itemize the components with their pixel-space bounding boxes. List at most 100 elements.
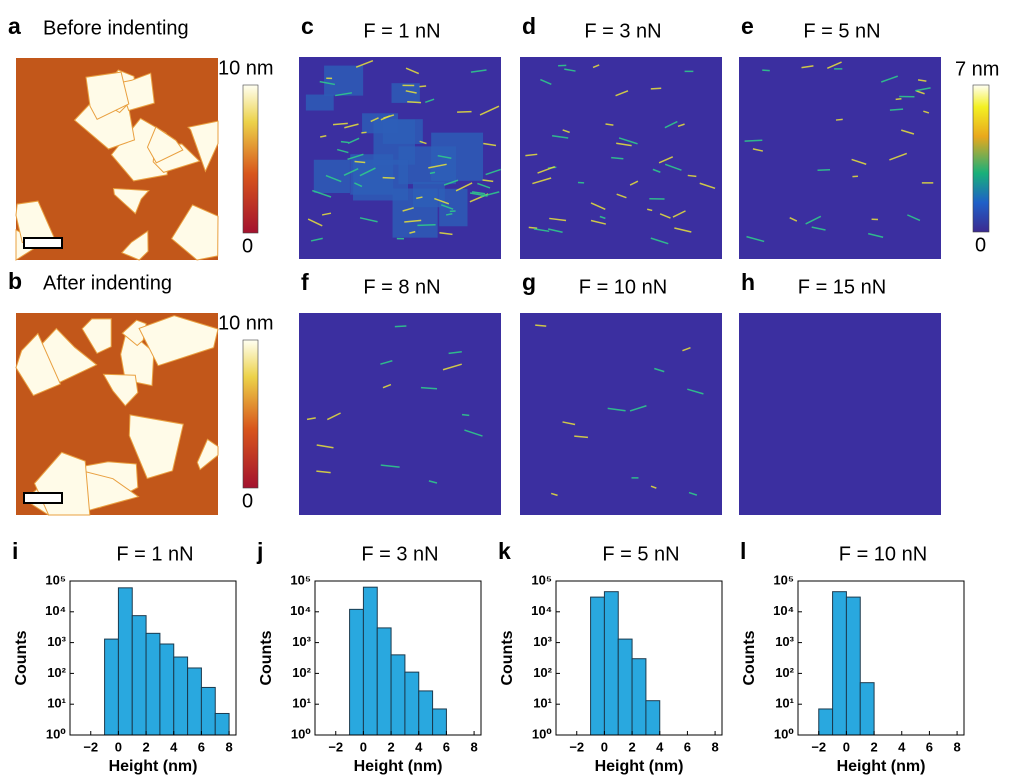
- x-tick-label: 8: [225, 739, 232, 754]
- bar: [131, 615, 147, 736]
- y-tick-label: 10⁴: [290, 603, 311, 618]
- y-tick-label: 10⁵: [773, 572, 794, 587]
- x-tick-label: −2: [328, 739, 343, 754]
- streak: [416, 196, 423, 200]
- x-tick-label: 8: [711, 739, 718, 754]
- streak: [605, 123, 614, 126]
- x-tick-label: 2: [628, 739, 635, 754]
- streak: [811, 226, 826, 231]
- high-region: [362, 113, 398, 134]
- streak: [434, 197, 450, 205]
- streak: [923, 110, 930, 114]
- streak: [312, 189, 332, 198]
- streak: [470, 69, 487, 73]
- terrace: [170, 204, 219, 261]
- streak: [439, 232, 453, 236]
- streak: [420, 386, 438, 390]
- y-tick-label: 10⁰: [532, 726, 552, 741]
- panel-title: F = 1 nN: [363, 20, 440, 42]
- streak: [443, 179, 459, 186]
- colorbar: [242, 84, 259, 234]
- colorbar-max: 10 nm: [218, 312, 274, 334]
- bar: [845, 596, 861, 736]
- y-tick-label: 10¹: [47, 696, 66, 711]
- streak: [915, 87, 931, 92]
- x-axis-label: Height (nm): [354, 758, 443, 775]
- streak: [592, 64, 600, 69]
- streak: [306, 417, 316, 421]
- streak: [417, 223, 436, 227]
- streak: [336, 148, 349, 154]
- streak: [404, 219, 422, 223]
- streak: [428, 480, 438, 484]
- streak: [549, 217, 567, 222]
- streak: [307, 218, 323, 227]
- streak: [325, 174, 342, 183]
- afm-image: [739, 313, 941, 515]
- streak: [599, 215, 606, 220]
- bar: [200, 686, 216, 736]
- streak: [687, 388, 704, 395]
- chart-title: F = 10 nN: [839, 543, 927, 565]
- streak: [889, 152, 908, 161]
- streak: [533, 228, 550, 233]
- streak: [647, 208, 653, 212]
- streak: [370, 117, 379, 123]
- terrace: [112, 187, 150, 215]
- streak: [752, 148, 764, 152]
- streak: [654, 367, 665, 373]
- colorbar-max: 7 nm: [955, 58, 999, 80]
- y-tick-label: 10⁵: [290, 572, 311, 587]
- streak: [405, 90, 417, 94]
- y-axis-label: Counts: [13, 630, 30, 685]
- terrace: [15, 332, 62, 397]
- colorbar-max: 10 nm: [218, 57, 274, 79]
- streak: [482, 179, 494, 183]
- streak: [789, 217, 798, 222]
- y-tick-label: 10⁵: [45, 572, 66, 587]
- chart-title: F = 3 nN: [361, 543, 438, 565]
- panel-letter: j: [256, 538, 263, 564]
- scale-bar: [23, 492, 63, 504]
- panel-title: F = 15 nN: [798, 276, 886, 298]
- x-axis-label: Height (nm): [837, 758, 926, 775]
- streak: [477, 182, 491, 189]
- y-axis-label: Counts: [258, 630, 275, 685]
- streak: [590, 219, 607, 225]
- x-tick-label: 8: [470, 739, 477, 754]
- y-tick-label: 10⁰: [774, 726, 794, 741]
- image-panel: [520, 57, 722, 259]
- panel-title: F = 10 nN: [579, 276, 667, 298]
- streak: [359, 167, 376, 177]
- y-tick-label: 10²: [533, 665, 552, 680]
- streak: [480, 191, 500, 198]
- streak: [682, 346, 691, 352]
- streak: [618, 137, 638, 145]
- high-region: [412, 182, 445, 208]
- image-panel: [739, 313, 941, 515]
- x-tick-label: 0: [360, 739, 367, 754]
- streak: [650, 87, 662, 90]
- streak: [537, 166, 556, 174]
- x-tick-label: 2: [142, 739, 149, 754]
- streak: [380, 360, 393, 365]
- streak: [354, 182, 363, 188]
- streak: [659, 213, 671, 219]
- bar: [818, 708, 834, 736]
- axes-box: [314, 580, 482, 736]
- streak: [442, 363, 462, 371]
- streak: [540, 78, 552, 86]
- y-tick-label: 10¹: [775, 696, 794, 711]
- x-tick-label: 2: [870, 739, 877, 754]
- streak: [535, 324, 547, 327]
- x-tick-label: 8: [953, 739, 960, 754]
- high-region: [391, 83, 420, 103]
- bar: [859, 682, 875, 736]
- bar: [117, 587, 133, 736]
- streak: [564, 68, 576, 72]
- panel-letter: g: [522, 269, 536, 295]
- streak: [629, 405, 647, 412]
- terrace: [187, 120, 219, 173]
- panel-letter: l: [740, 538, 746, 564]
- streak: [394, 325, 407, 328]
